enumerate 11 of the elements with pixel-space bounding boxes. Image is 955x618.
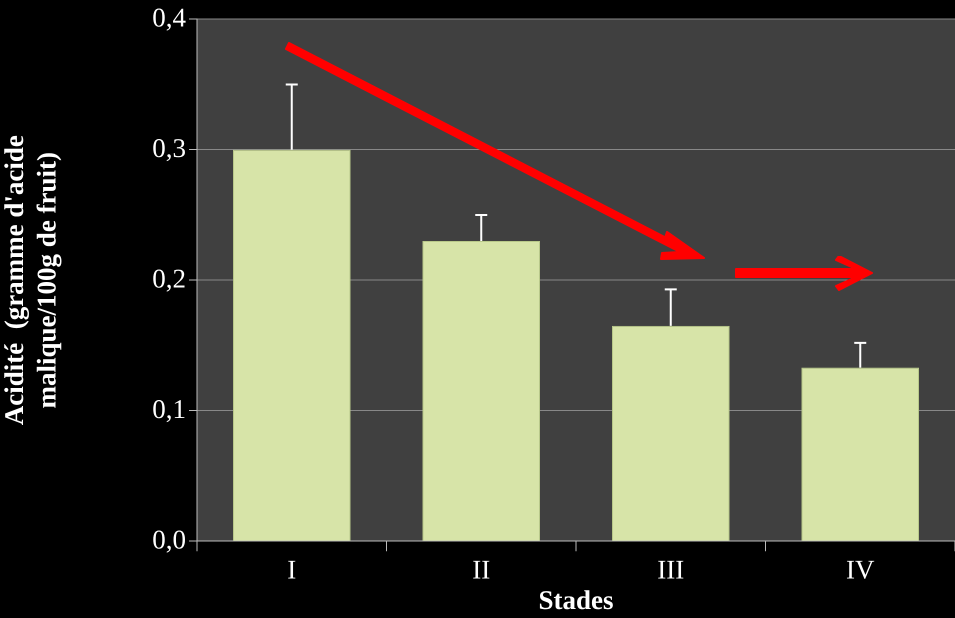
x-axis-title: Stades bbox=[538, 584, 614, 615]
y-tick-label: 0,3 bbox=[152, 132, 186, 163]
x-tick-label: III bbox=[657, 554, 684, 584]
x-tick-label: II bbox=[472, 554, 490, 584]
x-tick-label: I bbox=[287, 554, 296, 584]
y-tick-label: 0,1 bbox=[152, 394, 186, 424]
x-tick-label: IV bbox=[846, 554, 875, 584]
y-tick-label: 0,4 bbox=[152, 2, 186, 32]
y-axis-title: Acidité (gramme d'acide malique/100g de fruit) bbox=[0, 135, 62, 426]
y-tick-label: 0,0 bbox=[152, 524, 186, 554]
y-tick-label: 0,2 bbox=[152, 263, 186, 294]
